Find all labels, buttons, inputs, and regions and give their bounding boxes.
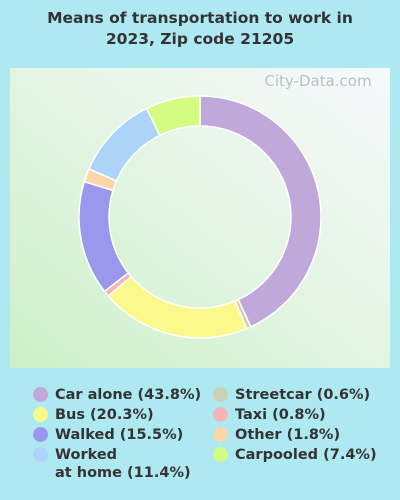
legend-item: Other (1.8%): [213, 426, 383, 444]
legend-item: Taxi (0.8%): [213, 406, 383, 424]
legend-item: Car alone (43.8%): [33, 386, 213, 404]
legend-item: Carpooled (7.4%): [213, 446, 383, 482]
slice: [145, 95, 201, 137]
legend-swatch: [33, 387, 48, 402]
legend-label: Bus (20.3%): [55, 407, 154, 423]
legend-label: Carpooled (7.4%): [235, 447, 377, 463]
legend-swatch: [213, 407, 228, 422]
legend-swatch: [33, 447, 48, 462]
legend-item: Bus (20.3%): [33, 406, 213, 424]
legend-label: Worked at home (11.4%): [55, 447, 191, 481]
legend-swatch: [33, 427, 48, 442]
legend-swatch: [213, 387, 228, 402]
legend-item: Worked at home (11.4%): [33, 446, 213, 482]
legend-label: Walked (15.5%): [55, 427, 184, 443]
chart-title: Means of transportation to work in 2023,…: [47, 9, 353, 48]
legend-item: Walked (15.5%): [33, 426, 213, 444]
legend-swatch: [213, 427, 228, 442]
legend-label: Other (1.8%): [235, 427, 341, 443]
legend: Car alone (43.8%) Streetcar (0.6%) Bus (20…: [33, 386, 383, 482]
legend-swatch: [213, 447, 228, 462]
legend-label: Car alone (43.8%): [55, 387, 202, 403]
legend-label: Streetcar (0.6%): [235, 387, 371, 403]
watermark: City-Data.com: [264, 72, 371, 90]
legend-label: Taxi (0.8%): [235, 407, 326, 423]
legend-swatch: [33, 407, 48, 422]
legend-item: Streetcar (0.6%): [213, 386, 383, 404]
